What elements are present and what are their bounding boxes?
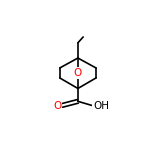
Text: O: O [73,68,81,78]
Text: OH: OH [93,101,109,111]
Text: O: O [53,101,62,111]
